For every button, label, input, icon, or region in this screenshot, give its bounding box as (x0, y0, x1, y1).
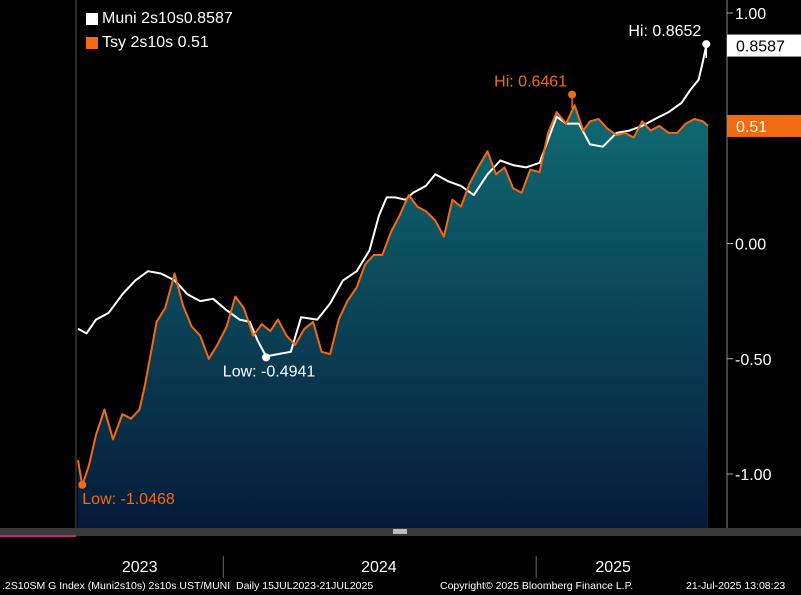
footer: .2S10SM G Index (Muni2s10s) 2s10s UST/MU… (0, 578, 801, 595)
legend-label-tsy: Tsy 2s10s (102, 34, 178, 51)
tsy-area-fill (78, 105, 708, 530)
legend-value-tsy: 0.51 (177, 34, 209, 51)
scroll-bar-marker (0, 535, 76, 537)
annotation-label-2: Hi: 0.6461 (494, 74, 567, 91)
annotation-label-1: Low: -0.4941 (223, 363, 316, 380)
legend-swatch-muni (86, 13, 98, 25)
footer-timestamp: 21-Jul-2025 13:08:23 (686, 580, 786, 592)
y-tick-label-0: 1.00 (735, 6, 766, 23)
x-tick-label-0: 2023 (122, 559, 158, 576)
y-tick-label-2: 0.00 (735, 237, 766, 254)
tsy-2s10s-line (77, 104, 709, 487)
y-tick-label-4: -1.00 (735, 467, 772, 484)
legend-item-tsy: Tsy 2s10s 0.51 (80, 32, 263, 54)
legend-swatch-tsy (86, 37, 98, 49)
legend-item-muni: Muni 2s10s 0.8587 (80, 8, 263, 30)
muni-last-value-tag (727, 34, 801, 57)
annotation-label-0: Hi: 0.8652 (628, 23, 701, 40)
y-tick-label-3: -0.50 (735, 352, 772, 369)
tsy-last-value-label: 0.51 (736, 119, 767, 136)
scroll-bar-grip (393, 529, 407, 534)
footer-copyright: Copyright© 2025 Bloomberg Finance L.P. (440, 580, 634, 592)
footer-index-info: .2S10SM G Index (Muni2s10s) 2s10s UST/MU… (2, 580, 374, 592)
annotation-marker-1 (262, 353, 271, 362)
x-tick-label-2: 2025 (595, 559, 631, 576)
x-tick-label-1: 2024 (361, 559, 397, 576)
legend-label-muni: Muni 2s10s (102, 10, 184, 27)
legend-value-muni: 0.8587 (183, 10, 233, 27)
muni-last-value-label: 0.8587 (736, 39, 785, 56)
tsy-last-value-tag (727, 114, 801, 137)
annotation-label-3: Low: -1.0468 (82, 491, 175, 508)
annotation-marker-3 (78, 480, 87, 489)
legend: Muni 2s10s 0.8587 Tsy 2s10s 0.51 (80, 6, 263, 58)
